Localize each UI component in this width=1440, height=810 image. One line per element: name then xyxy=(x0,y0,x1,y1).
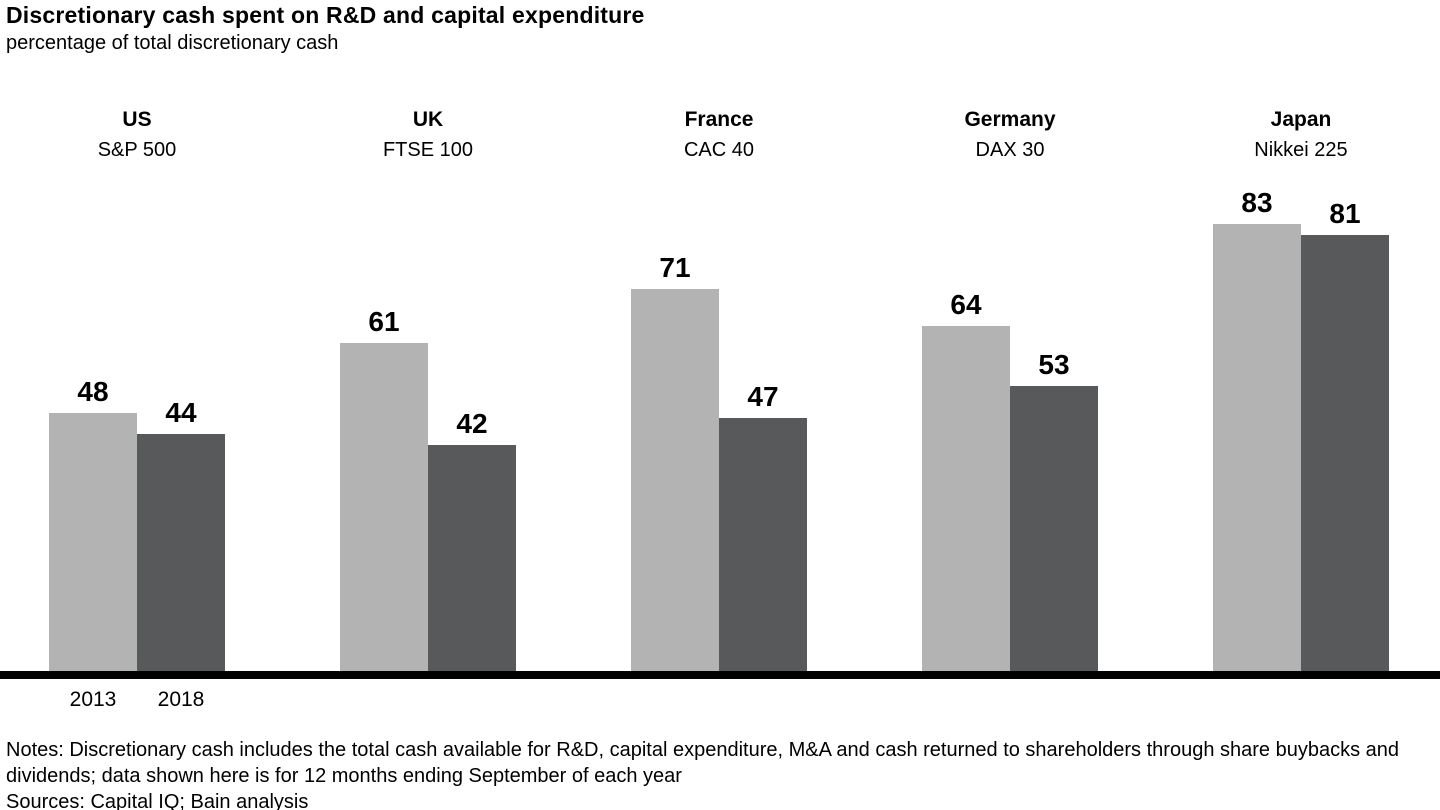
category-country-label: UK xyxy=(412,108,444,131)
bar-value-label: 83 xyxy=(1241,187,1273,218)
category-country-label: France xyxy=(684,108,754,131)
legend-year-2018: 2018 xyxy=(157,688,205,711)
bar-value-label: 71 xyxy=(659,252,691,283)
bar-value-label: 64 xyxy=(950,289,982,320)
category-country-label: Japan xyxy=(1270,108,1332,131)
bar-2018-france xyxy=(719,418,807,672)
category-header: Germany DAX 30 xyxy=(922,104,1098,166)
bar-2018-japan xyxy=(1301,235,1389,672)
bar-value-label: 61 xyxy=(368,306,400,337)
category-country-label: Germany xyxy=(964,108,1056,131)
bar-2018-us xyxy=(137,434,225,672)
category-header: US S&P 500 xyxy=(49,104,225,166)
chart-subtitle: percentage of total discretionary cash xyxy=(6,32,339,54)
category-country-label: US xyxy=(122,108,152,131)
bar-value-label: 53 xyxy=(1038,349,1070,380)
legend-year-2013: 2013 xyxy=(69,688,117,711)
chart-title: Discretionary cash spent on R&D and capi… xyxy=(6,2,645,28)
bar-value-label: 48 xyxy=(77,376,109,407)
bar-value-label: 81 xyxy=(1329,198,1361,229)
category-index-label: S&P 500 xyxy=(97,139,177,161)
footnotes: Notes: Discretionary cash includes the t… xyxy=(6,737,1399,810)
bar-value-label: 42 xyxy=(456,408,488,439)
category-index-label: DAX 30 xyxy=(975,139,1045,161)
category-index-label: CAC 40 xyxy=(683,139,755,161)
bar-2013-france xyxy=(631,289,719,672)
category-header: France CAC 40 xyxy=(631,104,807,166)
notes-line-2: dividends; data shown here is for 12 mon… xyxy=(6,765,682,787)
sources-line: Sources: Capital IQ; Bain analysis xyxy=(6,791,309,810)
notes-line-1: Notes: Discretionary cash includes the t… xyxy=(6,739,1399,761)
bar-2013-japan xyxy=(1213,224,1301,672)
bar-value-label: 44 xyxy=(165,397,197,428)
category-index-label: Nikkei 225 xyxy=(1254,139,1348,161)
bar-2013-us xyxy=(49,413,137,672)
category-header: Japan Nikkei 225 xyxy=(1213,104,1389,166)
bar-2018-uk xyxy=(428,445,516,672)
bar-2018-germany xyxy=(1010,386,1098,672)
bar-2013-germany xyxy=(922,326,1010,672)
x-axis-line xyxy=(0,671,1440,679)
bar-2013-uk xyxy=(340,343,428,672)
bar-value-label: 47 xyxy=(747,381,779,412)
category-index-label: FTSE 100 xyxy=(382,139,474,161)
category-header: UK FTSE 100 xyxy=(340,104,516,166)
